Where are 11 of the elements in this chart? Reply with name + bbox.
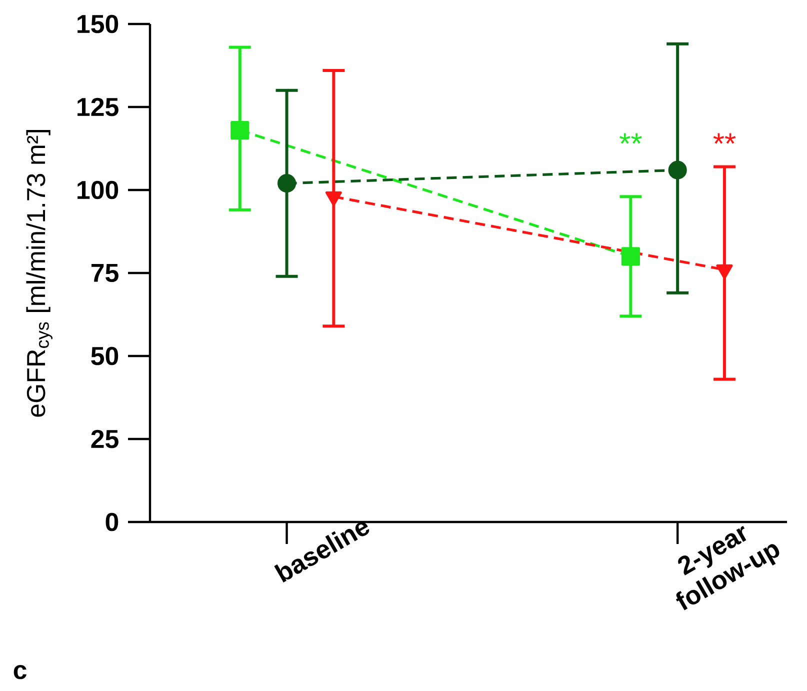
annotation: ** bbox=[620, 133, 642, 144]
y-tick-label: 150 bbox=[78, 14, 118, 34]
text: c bbox=[14, 664, 26, 680]
annotation: ** bbox=[713, 133, 736, 144]
y-tick-label: 25 bbox=[91, 430, 118, 448]
y-tick-label: 50 bbox=[91, 346, 118, 366]
y-tick-label: 100 bbox=[78, 180, 118, 200]
y-axis-title: eGFR$_{cys}$ [ml/min/1.73 m²] bbox=[26, 130, 52, 417]
y-tick-label: 0 bbox=[106, 512, 118, 532]
y-tick-label: 125 bbox=[78, 98, 118, 116]
y-tick-label: 75 bbox=[91, 264, 118, 282]
